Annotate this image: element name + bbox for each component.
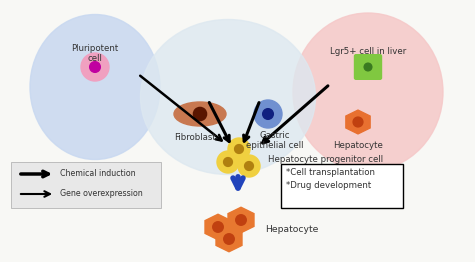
FancyBboxPatch shape: [354, 55, 381, 79]
Text: Hepatocyte: Hepatocyte: [265, 226, 318, 234]
Circle shape: [353, 117, 363, 127]
Ellipse shape: [30, 14, 160, 160]
Circle shape: [245, 162, 253, 170]
Text: Chemical induction: Chemical induction: [60, 170, 136, 178]
Circle shape: [193, 107, 207, 121]
Polygon shape: [205, 214, 231, 240]
Circle shape: [235, 145, 243, 153]
Polygon shape: [216, 226, 242, 252]
Polygon shape: [346, 110, 370, 134]
Ellipse shape: [174, 102, 226, 126]
Circle shape: [217, 151, 239, 173]
Circle shape: [263, 109, 273, 119]
Circle shape: [81, 53, 109, 81]
Polygon shape: [228, 207, 254, 233]
FancyBboxPatch shape: [11, 162, 161, 208]
Circle shape: [236, 215, 246, 225]
Circle shape: [90, 62, 100, 72]
FancyBboxPatch shape: [281, 164, 403, 208]
Circle shape: [238, 155, 260, 177]
Text: Gene overexpression: Gene overexpression: [60, 189, 143, 199]
Circle shape: [228, 138, 250, 160]
Text: Pluripotent
cell: Pluripotent cell: [71, 44, 119, 63]
Text: Fibroblast: Fibroblast: [174, 133, 216, 142]
Text: Lgr5+ cell in liver: Lgr5+ cell in liver: [330, 47, 406, 56]
Text: *Cell transplantation
*Drug development: *Cell transplantation *Drug development: [286, 168, 375, 190]
Circle shape: [364, 63, 372, 71]
Circle shape: [224, 234, 234, 244]
Circle shape: [224, 158, 232, 166]
Ellipse shape: [141, 19, 315, 174]
Ellipse shape: [293, 13, 443, 171]
Text: Hepatocyte progenitor cell: Hepatocyte progenitor cell: [268, 156, 383, 165]
Circle shape: [254, 100, 282, 128]
Circle shape: [213, 222, 223, 232]
Text: Hepatocyte: Hepatocyte: [333, 141, 383, 150]
Text: Gastric
epithelial cell: Gastric epithelial cell: [246, 130, 304, 150]
